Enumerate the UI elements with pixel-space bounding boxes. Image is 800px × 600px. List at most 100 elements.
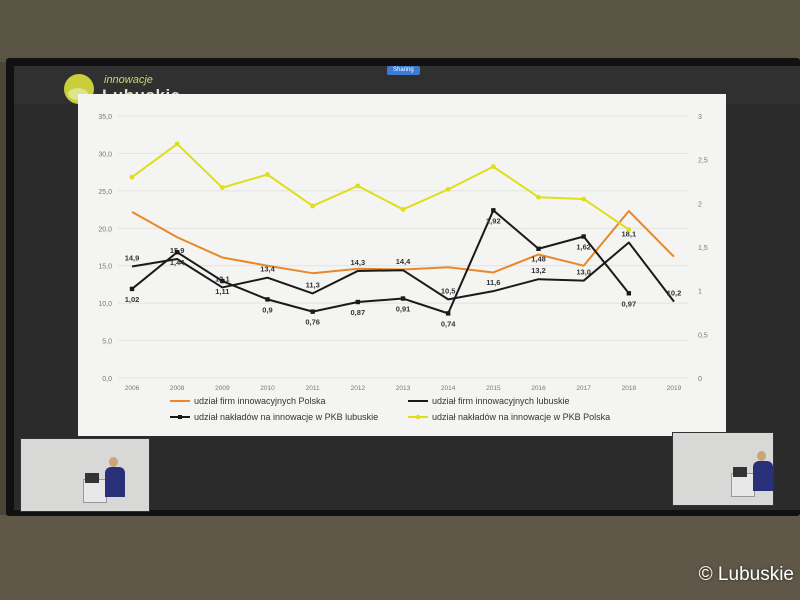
x-tick-label: 2009 [215, 385, 230, 392]
data-point [310, 309, 315, 314]
data-point [265, 172, 270, 177]
data-label: 14,3 [351, 258, 366, 267]
legend-marker [178, 415, 182, 419]
y-left-tick-label: 30,0 [98, 151, 112, 158]
data-label: 0,97 [622, 299, 637, 308]
logo-line1: innowacje [104, 74, 153, 86]
wall-background-lower [0, 515, 800, 600]
speaker-head [109, 457, 118, 467]
y-right-tick-label: 3 [698, 114, 702, 121]
x-tick-label: 2017 [576, 385, 591, 392]
data-point [129, 174, 135, 180]
video-thumbnail-left[interactable] [20, 438, 150, 512]
data-label: 11,6 [486, 278, 500, 287]
data-label: 0,76 [305, 318, 320, 327]
y-left-tick-label: 10,0 [98, 301, 112, 308]
data-label: 0,9 [262, 305, 272, 314]
legend-marker [415, 414, 421, 420]
x-tick-label: 2019 [667, 385, 682, 392]
data-point [445, 311, 451, 316]
y-left-tick-label: 20,0 [98, 226, 112, 233]
y-left-tick-label: 15,0 [98, 264, 112, 271]
tv-screen: innowacje Lubuskie Sharing 0,05,010,015,… [14, 66, 800, 512]
lectern [731, 473, 755, 497]
data-label: 1,62 [576, 243, 591, 252]
data-point [581, 196, 587, 202]
video-thumbnail-right[interactable] [672, 432, 774, 506]
data-label: 0,91 [396, 305, 411, 314]
y-right-tick-label: 2 [698, 201, 702, 208]
data-point [626, 291, 632, 296]
data-label: 13,2 [531, 266, 546, 275]
y-right-tick-label: 2,5 [698, 158, 708, 165]
monitor [85, 473, 99, 483]
data-point [220, 278, 225, 284]
data-point [536, 194, 541, 200]
series-line-2 [131, 209, 630, 315]
data-point [490, 164, 496, 170]
data-point [445, 186, 451, 192]
y-right-tick-label: 0,5 [698, 332, 708, 339]
x-tick-label: 2012 [351, 385, 366, 392]
legend-label: udział firm innowacyjnych lubuskie [432, 396, 570, 406]
x-tick-label: 2008 [170, 385, 185, 392]
series-line-1 [131, 241, 675, 303]
data-label: 1,11 [215, 287, 229, 296]
data-label: 10,5 [441, 286, 456, 295]
data-point [219, 185, 225, 191]
x-tick-label: 2015 [486, 385, 501, 392]
x-tick-label: 2018 [622, 385, 637, 392]
x-tick-label: 2006 [125, 385, 140, 392]
data-label: 14,9 [125, 253, 140, 262]
y-left-tick-label: 0,0 [102, 376, 112, 383]
data-label: 10,2 [667, 289, 682, 298]
data-point [174, 141, 180, 147]
data-label: 13,0 [576, 268, 591, 277]
line-chart: 0,0 5,0 10,0 15,0 20,0 25,0 30,0 35,0 0 0,5 1 1,5 2 2… [98, 114, 708, 422]
y-right-tick-label: 1,5 [698, 245, 708, 252]
chart-slide: 0,0 5,0 10,0 15,0 20,0 25,0 30,0 35,0 0 0,5 1 1,5 2 2… [78, 94, 726, 436]
y-left-tick-label: 25,0 [98, 189, 112, 196]
data-label: 0,87 [351, 308, 366, 317]
data-point [355, 299, 361, 305]
speaker-body [753, 461, 773, 491]
copyright-watermark: © Lubuskie [698, 564, 794, 585]
data-point [174, 250, 180, 255]
data-label: 13,4 [260, 265, 275, 274]
series-line-3 [131, 142, 630, 231]
data-point [355, 183, 361, 189]
y-right-tick-label: 1 [698, 289, 702, 296]
x-tick-label: 2016 [531, 385, 546, 392]
y-left-tick-label: 5,0 [102, 339, 112, 346]
data-label: 1,92 [486, 216, 501, 225]
data-point [536, 246, 541, 251]
legend-label: udział nakładów na innowacje w PKB lubus… [194, 412, 378, 422]
data-point [491, 208, 496, 213]
data-point [400, 207, 406, 212]
data-point [265, 297, 270, 302]
x-tick-label: 2010 [260, 385, 275, 392]
speaker-body [105, 467, 125, 497]
y-left-tick-label: 35,0 [98, 114, 112, 121]
y-right-tick-label: 0 [698, 376, 702, 383]
x-tick-label: 2014 [441, 385, 456, 392]
monitor [733, 467, 747, 477]
data-label: 0,74 [441, 319, 456, 328]
x-tick-label: 2011 [306, 385, 320, 392]
data-point [129, 286, 135, 292]
data-label: 11,3 [306, 280, 320, 289]
x-tick-label: 2013 [396, 385, 411, 392]
legend-label: udział firm innowacyjnych Polska [194, 396, 326, 406]
data-label: 1,02 [125, 295, 140, 304]
data-point [626, 227, 632, 232]
legend-label: udział nakładów na innowacje w PKB Polsk… [432, 412, 610, 422]
speaker-head [757, 451, 766, 461]
data-label: 1,44 [170, 258, 185, 267]
data-point [400, 296, 406, 301]
wall-background [0, 0, 800, 62]
sharing-indicator[interactable]: Sharing [387, 66, 420, 75]
data-point [310, 203, 316, 209]
data-label: 18,1 [622, 230, 637, 239]
data-label: 1,48 [531, 255, 546, 264]
data-label: 14,4 [396, 257, 411, 266]
